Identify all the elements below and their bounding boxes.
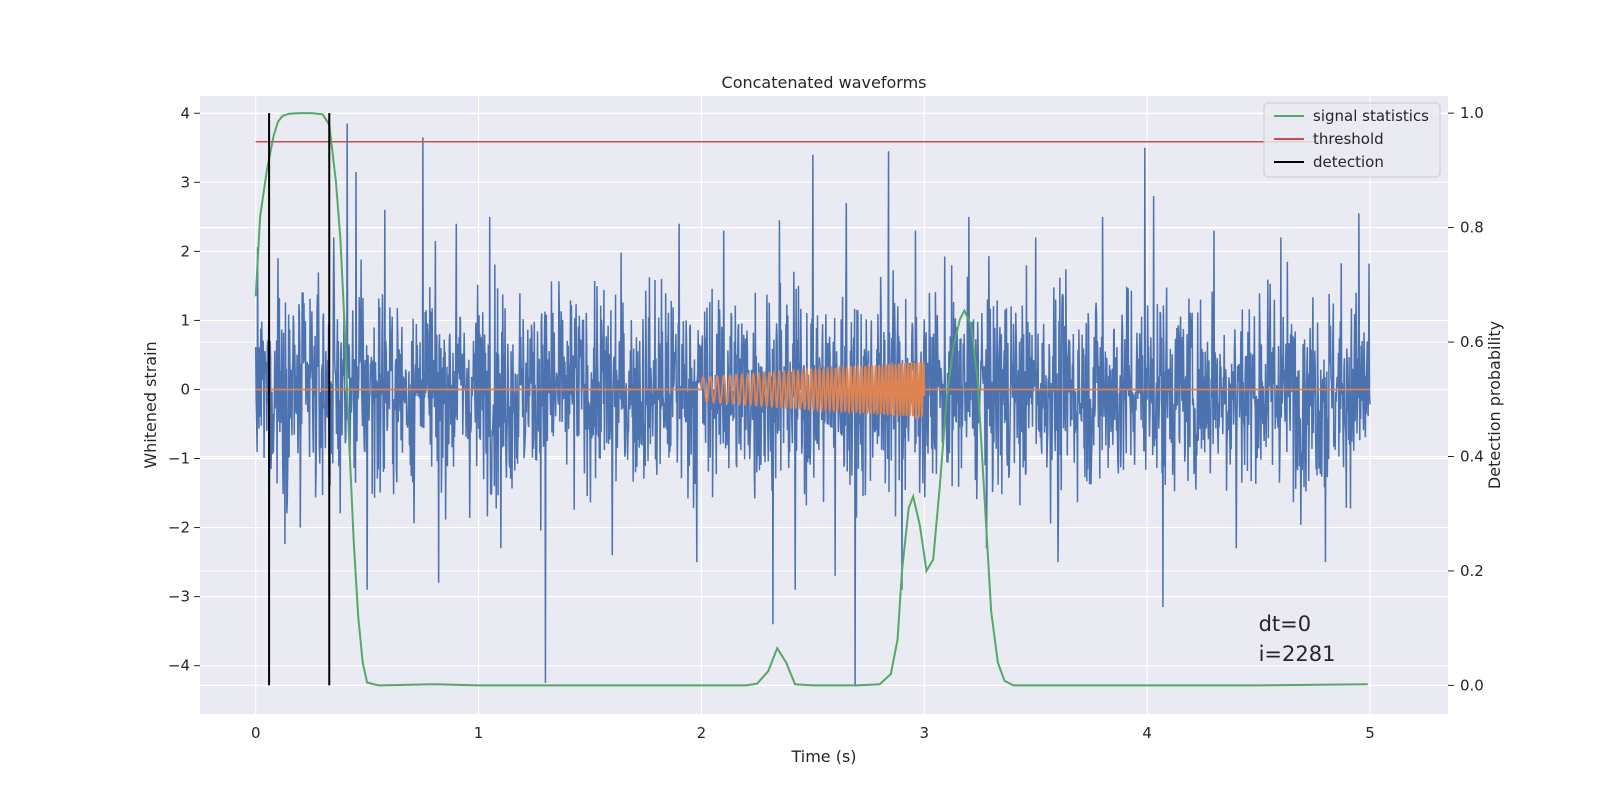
- y2-axis-label: Detection probability: [1485, 321, 1504, 489]
- x-tick-label: 4: [1142, 724, 1152, 742]
- legend-detection-label: detection: [1313, 153, 1384, 171]
- annotation: dt=0 i=2281: [1259, 612, 1336, 666]
- y-axis-right: 0.0 0.2 0.4 0.6 0.8 1.0: [1448, 104, 1484, 694]
- x-tick-label: 3: [920, 724, 930, 742]
- y-axis-label: Whitened strain: [141, 341, 160, 468]
- x-tick-label: 0: [251, 724, 261, 742]
- y-tick-label: 1: [180, 311, 190, 329]
- y-tick-label: 4: [180, 104, 190, 122]
- y-tick-label: 3: [180, 173, 190, 191]
- legend-box: [1263, 102, 1441, 178]
- x-tick-label: 2: [697, 724, 707, 742]
- legend-signal-label: signal statistics: [1313, 107, 1429, 125]
- y-tick-label: 0: [180, 380, 190, 398]
- legend-threshold-label: threshold: [1313, 130, 1384, 148]
- y2-tick-label: 0.2: [1460, 562, 1484, 580]
- annotation-dt: dt=0: [1259, 612, 1312, 636]
- y-tick-label: −3: [168, 588, 190, 606]
- x-axis: 0 1 2 3 4 5: [251, 724, 1375, 742]
- y2-tick-label: 0.6: [1460, 333, 1484, 351]
- x-tick-label: 5: [1365, 724, 1375, 742]
- y2-tick-label: 0.4: [1460, 448, 1484, 466]
- annotation-index: i=2281: [1259, 642, 1336, 666]
- whitened-strain-series: [254, 123, 1371, 687]
- x-axis-label: Time (s): [790, 747, 856, 766]
- y-tick-label: −1: [168, 450, 190, 468]
- y-tick-label: −4: [168, 657, 190, 675]
- y-tick-label: 2: [180, 242, 190, 260]
- y2-tick-label: 1.0: [1460, 104, 1484, 122]
- signal-statistics-line: [254, 112, 1368, 687]
- y-axis-left: −4 −3 −2 −1 0 1 2 3 4: [168, 104, 200, 675]
- chart-title: Concatenated waveforms: [722, 73, 927, 92]
- injected-waveform-series: [255, 360, 1370, 420]
- detection-lines: [268, 113, 331, 686]
- y2-tick-label: 0.8: [1460, 219, 1484, 237]
- x-tick-label: 1: [474, 724, 484, 742]
- y2-tick-label: 0.0: [1460, 676, 1484, 694]
- y-tick-label: −2: [168, 519, 190, 537]
- legend: signal statistics threshold detection: [1263, 102, 1441, 178]
